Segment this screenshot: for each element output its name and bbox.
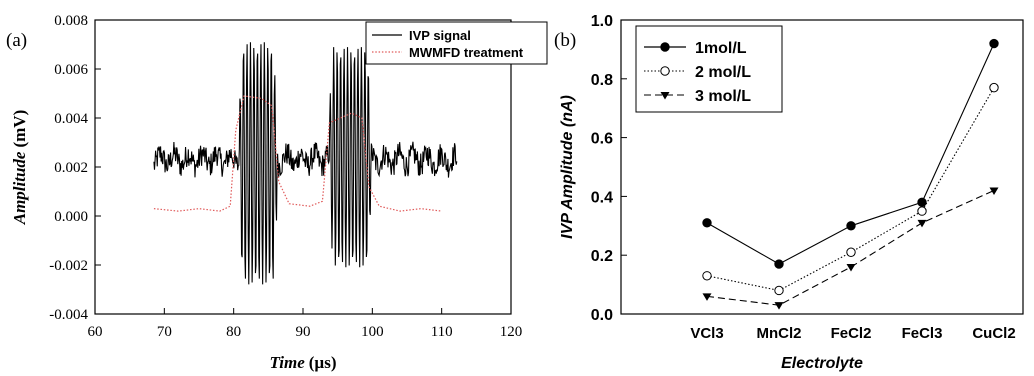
panel-a-y-axis-label: Amplitude (mV) — [10, 110, 29, 226]
panel-b-plot-frame — [620, 19, 1024, 315]
panel-b-x-tick-label: FeCl3 — [902, 325, 943, 342]
data-point-3mol — [989, 187, 999, 196]
panel-a-x-tick-label: 60 — [88, 324, 103, 340]
data-point-3mol — [917, 219, 927, 228]
data-point-3mol — [702, 293, 712, 301]
panel-b-y-tick-label: 0.0 — [591, 307, 613, 324]
data-point-2mol — [917, 206, 927, 216]
panel-a-label: (a) — [6, 30, 27, 51]
panel-a-y-tick-label: 0.000 — [54, 209, 88, 225]
panel-a-legend-box — [365, 21, 548, 65]
panel-a-x-axis-unit: (µs) — [309, 353, 337, 372]
panel-a-x-tick-label: 100 — [361, 324, 384, 340]
legend-label-3mol: 3 mol/L — [695, 88, 751, 105]
panel-b-y-tick-label: 0.8 — [591, 72, 613, 89]
panel-b-legend-box — [635, 25, 783, 113]
data-point-1mol — [702, 218, 712, 228]
panel-b-x-tick-label: MnCl2 — [757, 325, 802, 342]
panel-a-y-tick-label: 0.006 — [54, 62, 88, 78]
legend-marker-2mol — [660, 66, 670, 76]
panel-a-x-axis-label-text: Time — [270, 353, 306, 372]
legend-label-ivp-signal: IVP signal — [409, 28, 471, 43]
panel-b-label: (b) — [554, 30, 576, 51]
panel-a: (a) 60 70 80 90 100 110 120 -0.004 -0.002 0.000 0… — [6, 13, 548, 372]
legend-label-1mol: 1mol/L — [695, 40, 747, 57]
data-point-2mol — [989, 82, 999, 93]
series-line-mwmfd-treatment — [153, 95, 442, 212]
series-line-ivp-signal — [153, 42, 458, 285]
panel-a-x-tick-label: 80 — [226, 324, 241, 340]
panel-a-series — [153, 42, 458, 285]
panel-a-legend: IVP signal MWMFD treatment — [365, 21, 548, 65]
panel-a-y-tick-label: 0.008 — [54, 13, 88, 29]
data-point-3mol — [846, 263, 856, 272]
panel-a-x-tick-label: 110 — [431, 324, 453, 340]
series-line-2mol — [706, 87, 995, 292]
panel-a-x-tick-label: 70 — [157, 324, 172, 340]
panel-b-y-tick-label: 0.4 — [591, 189, 613, 206]
panel-b-x-axis-label: Electrolyte — [781, 355, 863, 372]
data-point-2mol — [702, 271, 712, 281]
panel-a-y-tick-label: -0.002 — [49, 258, 88, 274]
panel-b-y-axis-label: IVP Amplitude (nA) — [559, 95, 576, 239]
panel-b-x-tick-label: FeCl2 — [831, 325, 872, 342]
panel-a-y-axis-label-text: Amplitude — [10, 151, 29, 225]
data-point-1mol — [774, 259, 784, 269]
legend-marker-1mol — [660, 42, 670, 52]
panel-b-y-ticks: 0.0 0.2 0.4 0.6 0.8 1.0 — [591, 13, 627, 324]
panel-b-series — [702, 38, 999, 310]
legend-label-mwmfd-treatment: MWMFD treatment — [409, 45, 524, 60]
panel-b-y-tick-label: 0.6 — [591, 131, 613, 148]
panel-b-y-tick-label: 1.0 — [591, 13, 613, 30]
panel-a-y-tick-label: 0.002 — [54, 160, 88, 176]
panel-a-y-tick-label: -0.004 — [49, 307, 88, 323]
panel-b-legend: 1mol/L 2 mol/L 3 mol/L — [635, 25, 783, 113]
legend-marker-3mol — [660, 92, 670, 100]
panel-a-x-ticks: 60 70 80 90 100 110 120 — [88, 308, 523, 340]
panel-a-y-axis-unit: (mV) — [10, 110, 29, 148]
data-point-1mol — [917, 197, 927, 207]
panel-b-y-tick-label: 0.2 — [591, 248, 613, 265]
panel-b-x-tick-label: VCl3 — [690, 325, 723, 342]
data-point-2mol — [846, 247, 856, 257]
panel-a-x-tick-label: 90 — [296, 324, 311, 340]
data-point-1mol — [846, 221, 856, 231]
panel-a-x-tick-label: 120 — [500, 324, 523, 340]
panel-b: (b) VCl3 MnCl2 FeCl2 FeCl3 CuCl2 0.00.20.40.… — [554, 13, 1024, 372]
data-point-1mol — [989, 38, 999, 49]
panel-a-y-tick-label: 0.004 — [54, 111, 88, 127]
data-point-2mol — [774, 285, 784, 296]
data-point-3mol — [774, 302, 784, 310]
panel-b-x-ticks: VCl3 MnCl2 FeCl2 FeCl3 CuCl2 — [690, 325, 1015, 342]
panel-a-x-axis-label: Time (µs) — [270, 353, 337, 372]
legend-label-2mol: 2 mol/L — [695, 64, 751, 81]
panel-a-y-ticks: -0.004 -0.002 0.000 0.002 0.004 0.006 0.008 — [49, 13, 101, 323]
panel-b-x-tick-label: CuCl2 — [972, 325, 1015, 342]
